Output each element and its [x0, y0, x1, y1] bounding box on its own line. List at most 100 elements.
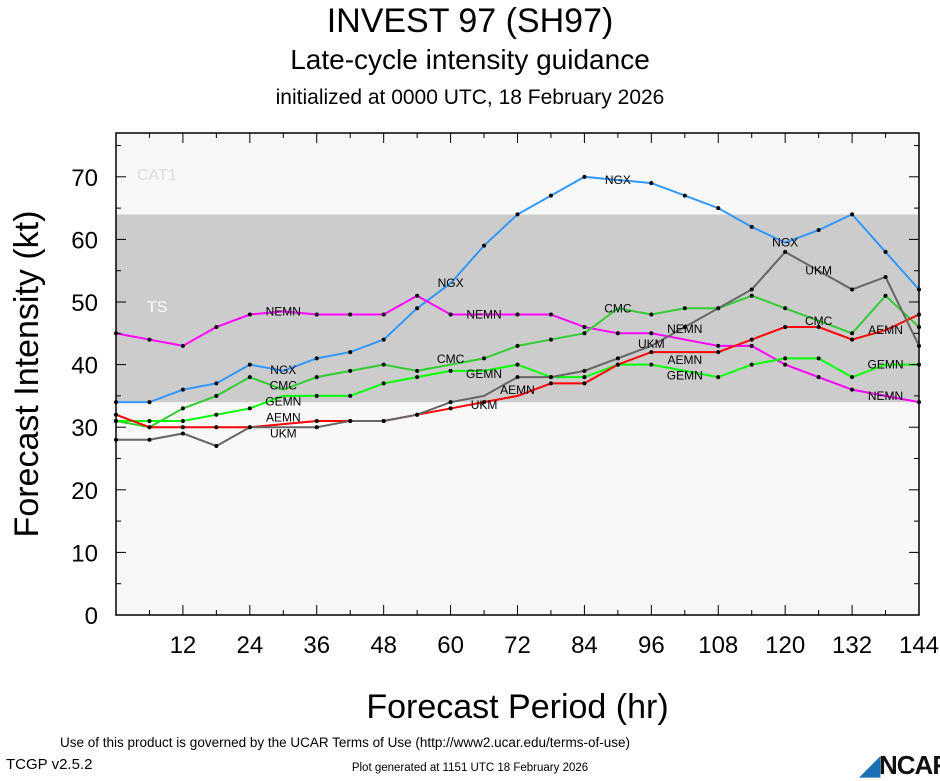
x-axis-label: Forecast Period (hr)	[366, 688, 668, 726]
series-label-ngx: NGX	[270, 363, 296, 377]
series-label-aemn: AEMN	[266, 411, 301, 425]
data-point-aemn	[548, 381, 553, 386]
data-point-cmc	[247, 375, 252, 380]
data-point-gemn	[783, 356, 788, 361]
data-point-ngx	[348, 350, 353, 355]
data-point-aemn	[482, 400, 487, 405]
data-point-gemn	[649, 362, 654, 367]
logo-text: NCAR	[879, 750, 940, 780]
y-tick-label: 0	[85, 603, 98, 630]
x-tick-label: 60	[437, 632, 464, 659]
data-point-nemn	[816, 375, 821, 380]
data-point-cmc	[482, 356, 487, 361]
series-label-ngx: NGX	[438, 276, 464, 290]
data-point-gemn	[180, 418, 185, 423]
data-point-gemn	[348, 393, 353, 398]
y-tick-label: 60	[71, 227, 98, 254]
data-point-ukm	[214, 443, 219, 448]
data-point-ukm	[883, 274, 888, 279]
series-label-cmc: CMC	[604, 301, 632, 315]
series-label-aemn: AEMN	[667, 353, 702, 367]
data-point-ukm	[247, 425, 252, 430]
data-point-ngx	[716, 206, 721, 211]
data-point-nemn	[649, 331, 654, 336]
data-point-cmc	[214, 393, 219, 398]
data-point-gemn	[850, 375, 855, 380]
series-label-nemn: NEMN	[667, 322, 702, 336]
data-point-gemn	[247, 406, 252, 411]
series-label-gemn: GEMN	[667, 368, 703, 382]
series-label-cmc: CMC	[270, 378, 298, 392]
band-label-ts: TS	[147, 299, 167, 316]
data-point-gemn	[816, 356, 821, 361]
version-label: TCGP v2.5.2	[6, 756, 93, 773]
data-point-aemn	[214, 425, 219, 430]
data-point-gemn	[582, 375, 587, 380]
data-point-ngx	[816, 228, 821, 233]
data-point-cmc	[415, 368, 420, 373]
series-label-aemn: AEMN	[868, 323, 903, 337]
data-point-ngx	[247, 362, 252, 367]
data-point-ngx	[415, 306, 420, 311]
data-point-nemn	[615, 331, 620, 336]
data-point-gemn	[749, 362, 754, 367]
chart-subtitle: Late-cycle intensity guidance	[290, 44, 650, 75]
data-point-ngx	[180, 387, 185, 392]
data-point-gemn	[314, 393, 319, 398]
data-point-ukm	[381, 418, 386, 423]
x-tick-label: 108	[698, 632, 738, 659]
data-point-aemn	[615, 362, 620, 367]
series-label-gemn: GEMN	[868, 358, 904, 372]
data-point-cmc	[649, 312, 654, 317]
data-point-cmc	[783, 306, 788, 311]
data-point-cmc	[548, 337, 553, 342]
data-point-cmc	[381, 362, 386, 367]
data-point-ukm	[348, 418, 353, 423]
y-tick-label: 40	[71, 353, 98, 380]
data-point-nemn	[749, 343, 754, 348]
chart-title: INVEST 97 (SH97)	[326, 2, 614, 40]
x-tick-label: 132	[832, 632, 872, 659]
series-label-ukm: UKM	[805, 264, 832, 278]
data-point-nemn	[247, 312, 252, 317]
data-point-aemn	[314, 418, 319, 423]
data-point-ngx	[749, 224, 754, 229]
data-point-ukm	[180, 431, 185, 436]
series-label-ukm: UKM	[471, 398, 498, 412]
data-point-aemn	[816, 325, 821, 330]
data-point-gemn	[515, 362, 520, 367]
data-point-aemn	[783, 325, 788, 330]
data-point-nemn	[381, 312, 386, 317]
data-point-cmc	[582, 331, 587, 336]
data-point-cmc	[682, 306, 687, 311]
data-point-ngx	[682, 193, 687, 198]
data-point-gemn	[448, 368, 453, 373]
data-point-ukm	[415, 412, 420, 417]
data-point-ngx	[582, 174, 587, 179]
data-point-ukm	[716, 306, 721, 311]
data-point-cmc	[749, 293, 754, 298]
data-point-ukm	[783, 249, 788, 254]
data-point-ngx	[381, 337, 386, 342]
data-point-ngx	[515, 212, 520, 217]
data-point-aemn	[582, 381, 587, 386]
data-point-nemn	[348, 312, 353, 317]
y-tick-label: 30	[71, 415, 98, 442]
data-point-nemn	[180, 343, 185, 348]
y-tick-label: 20	[71, 478, 98, 505]
data-point-ngx	[147, 400, 152, 405]
series-label-nemn: NEMN	[868, 389, 903, 403]
data-point-aemn	[448, 406, 453, 411]
data-point-ukm	[749, 287, 754, 292]
x-tick-label: 96	[638, 632, 665, 659]
ncar-logo: ◢NCAR	[860, 750, 940, 781]
y-tick-label: 50	[71, 290, 98, 317]
data-point-gemn	[381, 381, 386, 386]
x-tick-label: 48	[370, 632, 397, 659]
x-tick-label: 24	[236, 632, 263, 659]
data-point-cmc	[515, 343, 520, 348]
data-point-cmc	[180, 406, 185, 411]
data-point-nemn	[314, 312, 319, 317]
data-point-ngx	[314, 356, 319, 361]
